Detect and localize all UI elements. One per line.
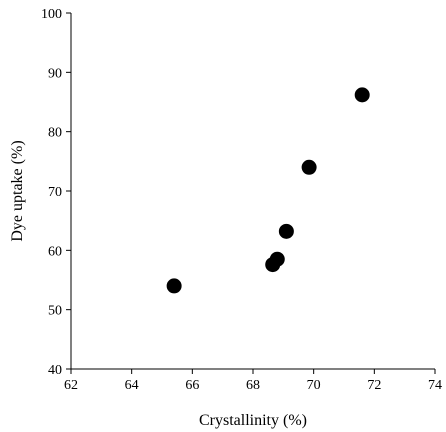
- axes-group: [70, 13, 435, 370]
- y-tick-label: 40: [48, 363, 62, 378]
- x-tick-label: 66: [185, 378, 199, 393]
- y-tick-label: 60: [48, 244, 62, 259]
- x-tick-label: 70: [307, 378, 321, 393]
- x-tick-label: 74: [428, 378, 442, 393]
- y-tick-label: 70: [48, 185, 62, 200]
- y-tick-label: 90: [48, 66, 62, 81]
- y-axis-ticks: 40 50 60 70 80 90 100: [41, 7, 71, 378]
- data-point: [354, 87, 370, 103]
- data-point: [166, 278, 182, 294]
- data-point: [269, 251, 285, 267]
- data-point: [301, 159, 317, 175]
- x-tick-label: 64: [125, 378, 139, 393]
- x-tick-label: 72: [367, 378, 381, 393]
- x-tick-label: 68: [246, 378, 260, 393]
- y-tick-label: 100: [41, 7, 62, 22]
- y-tick-label: 80: [48, 126, 62, 141]
- y-axis-title: Dye uptake (%): [9, 140, 26, 241]
- data-points: [166, 87, 370, 294]
- y-tick-label: 50: [48, 304, 62, 319]
- x-tick-label: 62: [64, 378, 78, 393]
- x-axis-title: Crystallinity (%): [199, 412, 307, 429]
- x-axis-ticks: 62 64 66 68 70 72 74: [64, 369, 442, 393]
- data-point: [278, 223, 294, 239]
